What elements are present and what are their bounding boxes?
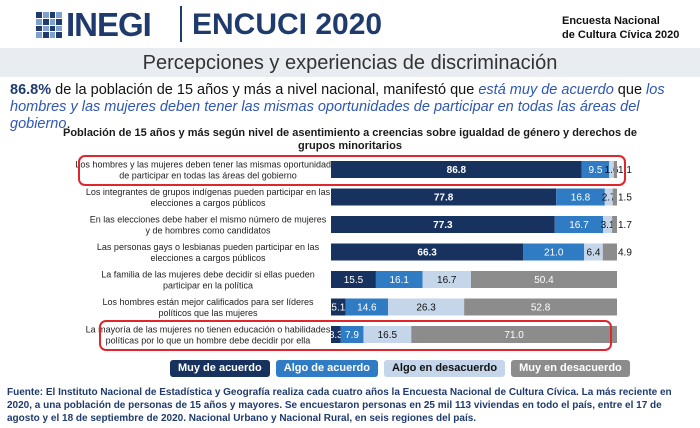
category-label: de participar en todas las áreas del gob… xyxy=(119,171,297,181)
header-divider xyxy=(180,6,182,42)
category-label: En las elecciones debe haber el mismo nú… xyxy=(90,215,327,225)
headline-text-1: de la población de 15 años y más a nivel… xyxy=(51,82,479,98)
bar-segment xyxy=(613,161,617,178)
title-band xyxy=(0,48,700,77)
data-label: 71.0 xyxy=(504,330,524,341)
highlight-frame-top xyxy=(78,155,626,186)
bar-segment xyxy=(612,216,617,233)
bar-segment xyxy=(331,326,341,343)
bar-segment xyxy=(523,243,585,261)
survey-subtitle: Encuesta Nacional de Cultura Cívica 2020 xyxy=(562,14,680,42)
category-label: elecciones a cargos públicos xyxy=(150,253,266,263)
category-label: La familia de las mujeres debe decidir s… xyxy=(101,270,315,280)
data-label: 77.8 xyxy=(434,193,454,204)
data-label: 7.9 xyxy=(345,330,359,341)
data-label: 2.7 xyxy=(602,193,616,204)
data-label: 6.4 xyxy=(587,248,601,259)
logo-text: INEGI xyxy=(66,6,152,43)
data-label: 9.5 xyxy=(589,165,603,176)
category-label: Los integrantes de grupos indígenas pued… xyxy=(86,187,331,197)
data-label: 4.9 xyxy=(618,248,632,259)
data-label: 1.6 xyxy=(605,165,619,176)
data-label: 52.8 xyxy=(531,303,551,314)
data-label: 77.3 xyxy=(433,220,453,231)
category-label: La mayoría de las mujeres no tienen educ… xyxy=(86,325,331,335)
data-label: 26.3 xyxy=(416,303,436,314)
bar-segment xyxy=(612,188,617,206)
legend-item: Muy de acuerdo xyxy=(170,360,270,377)
bar-segment xyxy=(554,216,604,233)
bar-segment xyxy=(331,216,555,233)
inegi-logo-icon xyxy=(36,12,62,38)
source-footnote: Fuente: El Instituto Nacional de Estadís… xyxy=(7,387,672,424)
bar-segment xyxy=(584,243,603,261)
data-label: 21.0 xyxy=(544,248,564,259)
data-label: 3.3 xyxy=(329,330,343,341)
data-label: 5.1 xyxy=(331,303,345,314)
data-label: 16.8 xyxy=(571,193,591,204)
survey-subtitle-line1: Encuesta Nacional xyxy=(562,15,660,27)
headline-emphasis-1: está muy de acuerdo xyxy=(478,82,614,98)
bar-segment xyxy=(363,326,412,343)
data-label: 3.1 xyxy=(601,220,615,231)
bar-segment xyxy=(331,298,346,316)
category-label: Los hombres están mejor calificados para… xyxy=(102,297,314,307)
data-label: 16.1 xyxy=(390,275,410,286)
legend-item: Algo de acuerdo xyxy=(275,360,378,377)
bar-segment xyxy=(470,271,617,288)
category-label: y de hombres como candidatos xyxy=(145,226,271,236)
survey-name: ENCUCI 2020 xyxy=(192,8,383,41)
bar-segment xyxy=(603,216,613,233)
chart-legend: Muy de acuerdo Algo de acuerdo Algo en des… xyxy=(170,360,630,377)
legend-item: Muy en desacuerdo xyxy=(511,360,630,377)
legend-item: Algo en desacuerdo xyxy=(383,360,506,377)
headline-text-3: . xyxy=(66,116,71,132)
bar-segment xyxy=(345,298,389,316)
category-label: Las personas gays o lesbianas pueden par… xyxy=(97,242,320,252)
highlight-frame-bottom xyxy=(99,320,612,351)
bar-segment xyxy=(411,326,617,343)
stacked-bar-chart: Los hombres y las mujeres deben tener la… xyxy=(75,160,632,346)
headline-percent: 86.8% xyxy=(10,82,52,98)
bar-segment xyxy=(581,161,610,178)
page-title: Percepciones y experiencias de discrimin… xyxy=(142,52,558,74)
bar-segment xyxy=(340,326,364,343)
bar-segment xyxy=(464,298,617,316)
category-label: políticas por lo que un hombre debe deci… xyxy=(106,336,311,346)
data-label: 16.5 xyxy=(378,330,398,341)
bar-segment xyxy=(331,243,524,261)
bar-segment xyxy=(388,298,465,316)
data-label: 15.5 xyxy=(344,275,364,286)
page-header: INEGI ENCUCI 2020 Encuesta Nacional de C… xyxy=(0,0,700,50)
category-label: Los hombres y las mujeres deben tener la… xyxy=(75,160,341,170)
headline: 86.8% de la población de 15 años y más a… xyxy=(10,82,694,133)
category-label: políticos que las mujeres xyxy=(158,308,258,318)
data-label: 14.6 xyxy=(357,303,377,314)
chart-title: Población de 15 años y más según nivel d… xyxy=(62,127,638,152)
bar-segment xyxy=(331,161,582,178)
headline-text-2: que xyxy=(613,82,647,98)
category-label: elecciones a cargos públicos xyxy=(150,198,266,208)
data-label: 50.4 xyxy=(534,275,554,286)
data-label: 1.5 xyxy=(618,193,632,204)
survey-subtitle-line2: de Cultura Cívica 2020 xyxy=(562,29,680,41)
data-label: 1.7 xyxy=(618,220,632,231)
category-label: participar en la política xyxy=(163,281,253,291)
headline-emphasis-2: los hombres y las mujeres deben tener la… xyxy=(10,82,665,132)
inegi-logo: INEGI xyxy=(36,6,152,43)
bar-segment xyxy=(604,188,613,206)
bar-segment xyxy=(602,243,617,261)
data-label: 16.7 xyxy=(437,275,457,286)
bar-segment xyxy=(422,271,471,288)
bar-segment xyxy=(609,161,614,178)
bar-segment xyxy=(556,188,605,206)
bar-segment xyxy=(331,188,557,206)
data-label: 16.7 xyxy=(569,220,589,231)
bar-segment xyxy=(375,271,423,288)
data-label: 66.3 xyxy=(417,248,437,259)
data-label: 86.8 xyxy=(447,165,467,176)
bar-segment xyxy=(331,271,376,288)
